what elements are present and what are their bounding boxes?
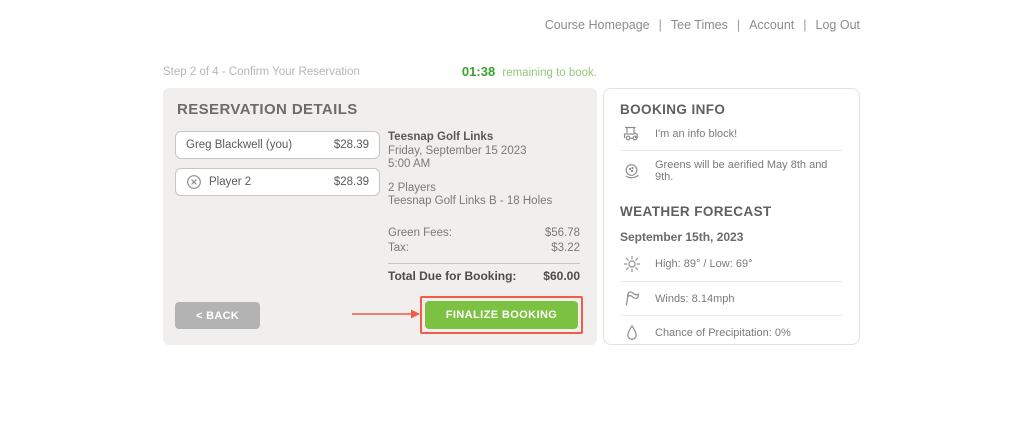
- tax-value: $3.22: [551, 241, 580, 254]
- golf-cart-icon: [620, 125, 644, 142]
- nav-separator: |: [736, 18, 741, 32]
- tee-time-details: Teesnap Golf Links Friday, September 15 …: [388, 131, 580, 283]
- back-button[interactable]: < BACK: [175, 302, 261, 329]
- total-value: $60.00: [543, 268, 580, 283]
- nav-course-homepage[interactable]: Course Homepage: [544, 18, 650, 32]
- top-nav: Course Homepage | Tee Times | Account | …: [545, 18, 860, 32]
- finalize-booking-button[interactable]: FINALIZE BOOKING: [425, 301, 578, 329]
- timer-value: 01:38: [461, 64, 496, 79]
- nav-log-out[interactable]: Log Out: [815, 18, 860, 32]
- weather-row-temperature: High: 89° / Low: 69°: [620, 247, 843, 282]
- weather-precipitation-text: Chance of Precipitation: 0%: [655, 326, 791, 339]
- booking-info-title: BOOKING INFO: [620, 102, 726, 117]
- weather-forecast-title: WEATHER FORECAST: [620, 204, 772, 219]
- droplet-icon: [620, 324, 644, 341]
- player-price: $28.39: [333, 139, 369, 151]
- fees-divider: [388, 262, 580, 264]
- green-fees-value: $56.78: [544, 226, 580, 239]
- nav-tee-times[interactable]: Tee Times: [670, 18, 728, 32]
- weather-row-precipitation: Chance of Precipitation: 0%: [620, 316, 843, 349]
- info-block-text: Greens will be aerified May 8th and 9th.: [655, 159, 828, 183]
- total-label: Total Due for Booking:: [388, 268, 517, 283]
- step-indicator: Step 2 of 4 - Confirm Your Reservation: [163, 66, 360, 78]
- course-name: Teesnap Golf Links: [388, 131, 494, 143]
- golf-ball-icon: [620, 163, 644, 180]
- booking-timer: 01:38 remaining to book.: [163, 64, 597, 79]
- course-detail: Teesnap Golf Links B - 18 Holes: [388, 195, 553, 207]
- player-row: Greg Blackwell (you) $28.39: [175, 131, 380, 159]
- reservation-details-title: RESERVATION DETAILS: [177, 101, 358, 118]
- green-fees-label: Green Fees:: [388, 226, 452, 239]
- players-count: 2 Players: [388, 181, 436, 194]
- flag-icon: [620, 290, 644, 307]
- remove-player-icon[interactable]: [186, 174, 202, 190]
- player-list: Greg Blackwell (you) $28.39 Player 2 $28…: [175, 131, 380, 205]
- info-block-text: I'm an info block!: [655, 127, 738, 140]
- tax-label: Tax:: [388, 241, 410, 254]
- weather-date: September 15th, 2023: [620, 230, 744, 244]
- player-name: Player 2: [209, 176, 252, 188]
- weather-row-wind: Winds: 8.14mph: [620, 282, 843, 316]
- nav-separator: |: [658, 18, 662, 32]
- info-block: I'm an info block!: [620, 117, 843, 151]
- weather-temperature-text: High: 89° / Low: 69°: [655, 258, 753, 270]
- timer-suffix: remaining to book.: [502, 67, 597, 79]
- annotation-highlight-box: FINALIZE BOOKING: [420, 296, 583, 334]
- annotation-arrow: [351, 307, 421, 326]
- nav-separator: |: [803, 18, 807, 32]
- player-price: $28.39: [333, 176, 369, 188]
- tee-date: Friday, September 15 2023: [388, 144, 527, 157]
- info-block: Greens will be aerified May 8th and 9th.: [620, 151, 843, 191]
- weather-wind-text: Winds: 8.14mph: [655, 292, 735, 305]
- fees-summary: Green Fees: $56.78 Tax: $3.22 Total Due …: [388, 226, 580, 284]
- sun-icon: [620, 255, 644, 273]
- booking-info-panel: BOOKING INFO I'm an info block!: [603, 88, 860, 345]
- player-name: Greg Blackwell (you): [186, 139, 293, 151]
- nav-account[interactable]: Account: [749, 18, 795, 32]
- reservation-details-panel: RESERVATION DETAILS Greg Blackwell (you)…: [163, 88, 597, 345]
- player-row: Player 2 $28.39: [175, 168, 380, 196]
- tee-time: 5:00 AM: [388, 158, 431, 170]
